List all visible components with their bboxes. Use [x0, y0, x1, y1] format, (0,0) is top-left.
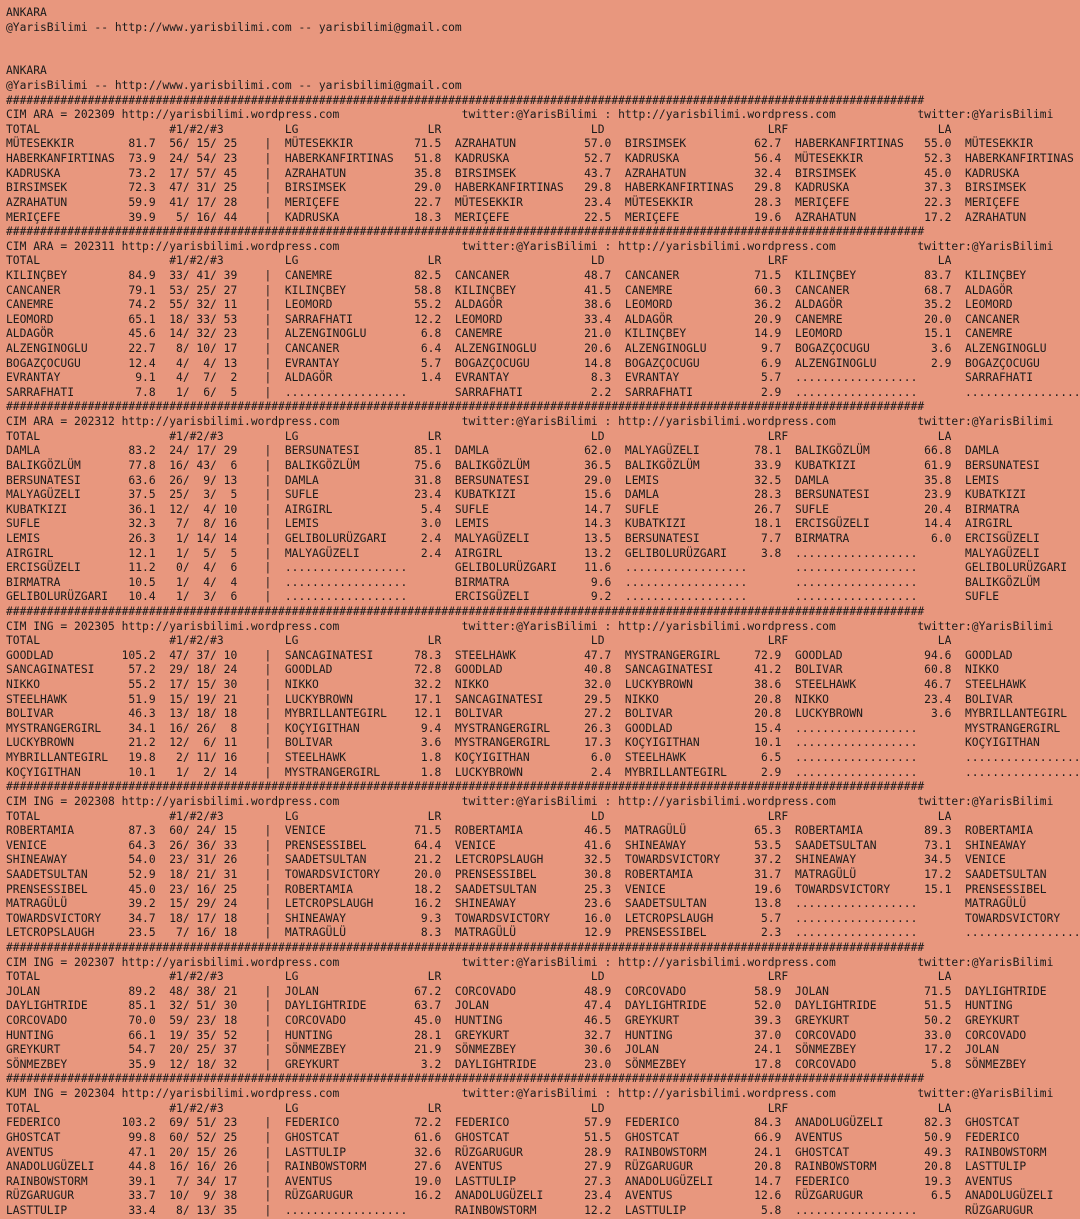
block-title: CIM ARA = 202311 http://yarisbilimi.word…: [6, 239, 1054, 253]
table-row: MERIÇEFE 39.9 5/ 16/ 44 | KADRUSKA 18.3 …: [6, 210, 1080, 224]
block-separator-rule: ########################################…: [6, 93, 925, 107]
block-column-headers: TOTAL #1/#2/#3 LG LR LD LRF LA: [6, 122, 952, 136]
table-row: BERSUNATESI 63.6 26/ 9/ 13 | DAMLA 31.8 …: [6, 473, 1080, 487]
table-row: BIRMATRA 10.5 1/ 4/ 4 | ................…: [6, 575, 1080, 589]
table-row: KADRUSKA 73.2 17/ 57/ 45 | AZRAHATUN 35.…: [6, 166, 1080, 180]
block-column-headers: TOTAL #1/#2/#3 LG LR LD LRF LA: [6, 809, 952, 823]
table-row: TOWARDSVICTORY 34.7 18/ 17/ 18 | SHINEAW…: [6, 911, 1080, 925]
table-row: RAINBOWSTORM 39.1 7/ 34/ 17 | AVENTUS 19…: [6, 1174, 1080, 1188]
header-city-label: ANKARA: [6, 6, 47, 19]
block-separator-rule: ########################################…: [6, 1072, 925, 1086]
table-row: GELIBOLURÜZGARI 10.4 1/ 3/ 6 | .........…: [6, 590, 1080, 604]
table-row: HABERKANFIRTINAS 73.9 24/ 54/ 23 | HABER…: [6, 152, 1080, 166]
table-row: NIKKO 55.2 17/ 15/ 30 | NIKKO 32.2 NIKKO…: [6, 678, 1080, 692]
table-row: LASTTULIP 33.4 8/ 13/ 35 | .............…: [6, 1203, 1080, 1217]
table-row: STEELHAWK 51.9 15/ 19/ 21 | LUCKYBROWN 1…: [6, 692, 1080, 706]
table-row: SAADETSULTAN 52.9 18/ 21/ 31 | TOWARDSVI…: [6, 867, 1080, 881]
table-row: ALDAGÖR 45.6 14/ 32/ 23 | ALZENGINOGLU 6…: [6, 327, 1080, 341]
block-separator-rule: ########################################…: [6, 400, 925, 414]
table-row: DAYLIGHTRIDE 85.1 32/ 51/ 30 | DAYLIGHTR…: [6, 999, 1080, 1013]
table-row: HUNTING 66.1 19/ 35/ 52 | HUNTING 28.1 G…: [6, 1028, 1080, 1042]
table-row: MÜTESEKKIR 81.7 56/ 15/ 25 | MÜTESEKKIR …: [6, 137, 1080, 151]
block-column-headers: TOTAL #1/#2/#3 LG LR LD LRF LA: [6, 429, 952, 443]
table-row: SANCAGINATESI 57.2 29/ 18/ 24 | GOODLAD …: [6, 663, 1080, 677]
table-row: KUBATKIZI 36.1 12/ 4/ 10 | AIRGIRL 5.4 S…: [6, 502, 1080, 516]
block-title: CIM ING = 202307 http://yarisbilimi.word…: [6, 955, 1054, 969]
table-row: BALIKGÖZLÜM 77.8 16/ 43/ 6 | BALIKGÖZLÜM…: [6, 458, 1080, 472]
table-row: CANCANER 79.1 53/ 25/ 27 | KILINÇBEY 58.…: [6, 283, 1080, 297]
block-title: CIM ARA = 202312 http://yarisbilimi.word…: [6, 415, 1054, 429]
block-title: CIM ING = 202308 http://yarisbilimi.word…: [6, 794, 1054, 808]
table-row: BOGAZÇOCUGU 12.4 4/ 4/ 13 | EVRANTAY 5.7…: [6, 356, 1080, 370]
table-row: LETCROPSLAUGH 23.5 7/ 16/ 18 | MATRAGÜLÜ…: [6, 926, 1080, 940]
header-contact-label: @YarisBilimi -- http://www.yarisbilimi.c…: [6, 20, 462, 34]
table-row: RÜZGARUGUR 33.7 10/ 9/ 38 | RÜZGARUGUR 1…: [6, 1189, 1080, 1203]
table-row: SÖNMEZBEY 35.9 12/ 18/ 32 | GREYKURT 3.2…: [6, 1057, 1080, 1071]
block-title: CIM ING = 202305 http://yarisbilimi.word…: [6, 619, 1054, 633]
table-row: CANEMRE 74.2 55/ 32/ 11 | LEOMORD 55.2 A…: [6, 298, 1080, 312]
block-separator-rule: ########################################…: [6, 225, 925, 239]
block-separator-rule: ########################################…: [6, 780, 925, 794]
table-row: FEDERICO 103.2 69/ 51/ 23 | FEDERICO 72.…: [6, 1116, 1080, 1130]
table-row: SHINEAWAY 54.0 23/ 31/ 26 | SAADETSULTAN…: [6, 853, 1080, 867]
blank-line: [6, 35, 1080, 50]
table-row: GHOSTCAT 99.8 60/ 52/ 25 | GHOSTCAT 61.6…: [6, 1130, 1080, 1144]
block-separator-rule: ########################################…: [6, 604, 925, 618]
table-row: GREYKURT 54.7 20/ 25/ 37 | SÖNMEZBEY 21.…: [6, 1043, 1080, 1057]
table-row: ALZENGINOGLU 22.7 8/ 10/ 17 | CANCANER 6…: [6, 342, 1080, 356]
table-row: AZRAHATUN 59.9 41/ 17/ 28 | MERIÇEFE 22.…: [6, 195, 1080, 209]
block-column-headers: TOTAL #1/#2/#3 LG LR LD LRF LA: [6, 1101, 952, 1115]
table-row: JOLAN 89.2 48/ 38/ 21 | JOLAN 67.2 CORCO…: [6, 984, 1080, 998]
table-row: DAMLA 83.2 24/ 17/ 29 | BERSUNATESI 85.1…: [6, 444, 1080, 458]
table-row: LUCKYBROWN 21.2 12/ 6/ 11 | BOLIVAR 3.6 …: [6, 736, 1080, 750]
block-title: KUM ING = 202304 http://yarisbilimi.word…: [6, 1087, 1054, 1101]
table-row: AIRGIRL 12.1 1/ 5/ 5 | MALYAGÜZELI 2.4 A…: [6, 546, 1080, 560]
table-row: SARRAFHATI 7.8 1/ 6/ 5 | ...............…: [6, 385, 1080, 399]
header-city-label: ANKARA: [6, 64, 47, 78]
table-row: KOÇYIGITHAN 10.1 1/ 2/ 14 | MYSTRANGERGI…: [6, 765, 1080, 779]
block-column-headers: TOTAL #1/#2/#3 LG LR LD LRF LA: [6, 970, 952, 984]
block-separator-rule: ########################################…: [6, 941, 925, 954]
table-row: ANADOLUGÜZELI 44.8 16/ 16/ 26 | RAINBOWS…: [6, 1160, 1080, 1174]
table-row: EVRANTAY 9.1 4/ 7/ 2 | ALDAGÖR 1.4 EVRAN…: [6, 371, 1080, 385]
table-row: BIRSIMSEK 72.3 47/ 31/ 25 | BIRSIMSEK 29…: [6, 181, 1080, 195]
table-row: MYSTRANGERGIRL 34.1 16/ 26/ 8 | KOÇYIGIT…: [6, 721, 1080, 735]
table-row: ERCISGÜZELI 11.2 0/ 4/ 6 | .............…: [6, 561, 1080, 575]
block-column-headers: TOTAL #1/#2/#3 LG LR LD LRF LA: [6, 634, 952, 648]
table-row: MYBRILLANTEGIRL 19.8 2/ 11/ 16 | STEELHA…: [6, 751, 1080, 765]
table-row: CORCOVADO 70.0 59/ 23/ 18 | CORCOVADO 45…: [6, 1014, 1080, 1028]
blank-line: [6, 50, 1080, 65]
table-row: KILINÇBEY 84.9 33/ 41/ 39 | CANEMRE 82.5…: [6, 268, 1080, 282]
table-row: LEOMORD 65.1 18/ 33/ 53 | SARRAFHATI 12.…: [6, 312, 1080, 326]
table-row: PRENSESSIBEL 45.0 23/ 16/ 25 | ROBERTAMI…: [6, 882, 1080, 896]
block-title: CIM ARA = 202309 http://yarisbilimi.word…: [6, 108, 1054, 122]
table-row: VENICE 64.3 26/ 36/ 33 | PRENSESSIBEL 64…: [6, 838, 1080, 852]
table-row: MALYAGÜZELI 37.5 25/ 3/ 5 | SUFLE 23.4 K…: [6, 488, 1080, 502]
table-row: AVENTUS 47.1 20/ 15/ 26 | LASTTULIP 32.6…: [6, 1145, 1080, 1159]
block-column-headers: TOTAL #1/#2/#3 LG LR LD LRF LA: [6, 254, 952, 268]
header-contact-label: @YarisBilimi -- http://www.yarisbilimi.c…: [6, 79, 462, 93]
table-row: LEMIS 26.3 1/ 14/ 14 | GELIBOLURÜZGARI 2…: [6, 531, 1080, 545]
table-row: BOLIVAR 46.3 13/ 18/ 18 | MYBRILLANTEGIR…: [6, 707, 1080, 721]
table-row: SUFLE 32.3 7/ 8/ 16 | LEMIS 3.0 LEMIS 14…: [6, 517, 1080, 531]
table-row: GOODLAD 105.2 47/ 37/ 10 | SANCAGINATESI…: [6, 648, 1080, 662]
table-row: ROBERTAMIA 87.3 60/ 24/ 15 | VENICE 71.5…: [6, 824, 1080, 838]
table-row: MATRAGÜLÜ 39.2 15/ 29/ 24 | LETCROPSLAUG…: [6, 897, 1080, 911]
